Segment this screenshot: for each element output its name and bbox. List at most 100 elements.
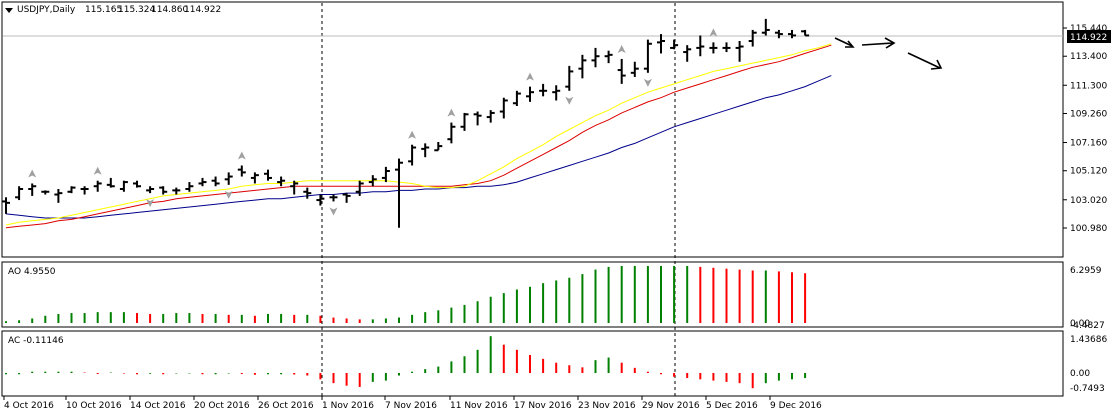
ohlc-bar (473, 111, 482, 126)
close-value: 114.922 (184, 5, 221, 15)
ohlc-bar (408, 144, 417, 166)
arrow-icon (861, 42, 894, 46)
y-tick-label: 115.440 (1070, 24, 1107, 34)
ohlc-bar (93, 180, 102, 192)
ohlc-bar (657, 34, 665, 54)
ac-tick-label: 0.00 (1070, 369, 1090, 379)
arrow-icon (930, 59, 943, 70)
ac-tick-label: -0.7493 (1070, 384, 1105, 394)
ohlc-bar (28, 183, 37, 196)
ohlc-bar (172, 187, 181, 195)
x-tick-label: 5 Dec 2016 (706, 401, 758, 411)
ohlc-bar (185, 182, 194, 192)
x-tick-label: 10 Oct 2016 (66, 401, 122, 411)
ohlc-bar (552, 85, 561, 101)
ohlc-bar (80, 186, 89, 195)
ohlc-bar (277, 176, 286, 187)
y-tick-label: 111.300 (1070, 81, 1107, 91)
ohlc-bar (722, 42, 731, 53)
ohlc-bar (159, 186, 168, 195)
ohlc-bar (67, 186, 76, 194)
ohlc-bar (539, 83, 548, 97)
chart-header: USDJPY,Daily 115.165 115.324 114.860 114… (5, 5, 221, 15)
fractal-down-icon (329, 207, 338, 216)
ohlc-bar (591, 47, 600, 68)
x-tick-label: 17 Nov 2016 (514, 401, 572, 411)
x-tick-label: 29 Nov 2016 (642, 401, 700, 411)
fractal-down-icon (146, 199, 155, 208)
ohlc-bar (355, 180, 364, 196)
fractal-up-icon (93, 166, 102, 175)
x-tick-label: 14 Oct 2016 (130, 401, 186, 411)
ohlc-bar (486, 110, 495, 123)
ohlc-bar (434, 141, 443, 152)
ohlc-bar (774, 29, 783, 39)
fractal-up-icon (526, 72, 534, 81)
ohlc-bar (604, 50, 613, 64)
fractal-up-icon (237, 151, 246, 160)
fractal-up-icon (447, 108, 456, 117)
ohlc-bar (106, 177, 115, 188)
ohlc-bar (15, 186, 24, 201)
trend-arrows (834, 37, 943, 70)
ohlc-bar (133, 180, 141, 188)
ohlc-bar (761, 18, 770, 36)
arrow-icon (884, 37, 896, 49)
ohlc-bar (303, 187, 312, 199)
y-tick-label: 103.020 (1070, 196, 1107, 206)
x-tick-label: 7 Nov 2016 (385, 401, 437, 411)
ohlc-bar (526, 86, 534, 102)
fractal-up-icon (28, 169, 37, 178)
ohlc-bar (224, 172, 233, 185)
ohlc-bar (735, 41, 744, 62)
symbol-label: USDJPY,Daily (17, 5, 76, 15)
x-tick-label: 11 Nov 2016 (450, 401, 508, 411)
ohlc-bar (329, 194, 338, 202)
fractal-up-icon (617, 44, 626, 53)
open-value: 115.165 (85, 5, 122, 15)
ohlc-bar (447, 122, 456, 144)
ohlc-bar (499, 97, 508, 119)
ohlc-bar (316, 194, 325, 206)
ao-tick-label: 6.2959 (1070, 266, 1102, 276)
ohlc-bar (237, 165, 246, 177)
ohlc-bar (617, 58, 626, 84)
x-tick-label: 4 Oct 2016 (4, 401, 54, 411)
fractal-down-icon (643, 78, 652, 87)
x-tick-label: 23 Nov 2016 (578, 401, 636, 411)
y-tick-label: 109.260 (1070, 109, 1107, 119)
ohlc-bar (198, 177, 207, 187)
arrow-icon (845, 40, 855, 48)
ohlc-bar (788, 29, 796, 39)
fractal-up-icon (709, 28, 718, 37)
x-tick-label: 1 Nov 2016 (322, 401, 374, 411)
ac-panel-frame (1, 330, 1064, 397)
ohlc-bar (643, 39, 652, 73)
y-tick-label: 107.160 (1070, 139, 1107, 149)
ohlc-bar (119, 180, 128, 192)
ao-tick-label: -4.4827 (1070, 321, 1105, 331)
ohlc-bar (696, 35, 705, 57)
ao-panel-frame (1, 261, 1064, 328)
ohlc-bar (421, 143, 430, 158)
ohlc-bar (460, 112, 469, 131)
ohlc-bar (748, 29, 757, 47)
ohlc-bar (250, 172, 259, 184)
ohlc-bar (512, 90, 521, 107)
ohlc-bar (565, 65, 574, 91)
ohlc-bar (211, 176, 220, 187)
x-tick-label: 20 Oct 2016 (194, 401, 250, 411)
ohlc-bar (709, 42, 718, 54)
x-tick-label: 26 Oct 2016 (258, 401, 314, 411)
ohlc-bar (381, 166, 390, 183)
current-price-label: 114.922 (1070, 33, 1107, 43)
ac-tick-label: 1.43686 (1070, 335, 1107, 345)
chart-menu-icon[interactable] (5, 8, 13, 13)
arrow-icon (907, 52, 941, 69)
ohlc-bar (578, 54, 587, 79)
ohlc-bar (801, 29, 810, 37)
ohlc-bar (683, 45, 692, 62)
low-value: 114.860 (151, 5, 188, 15)
